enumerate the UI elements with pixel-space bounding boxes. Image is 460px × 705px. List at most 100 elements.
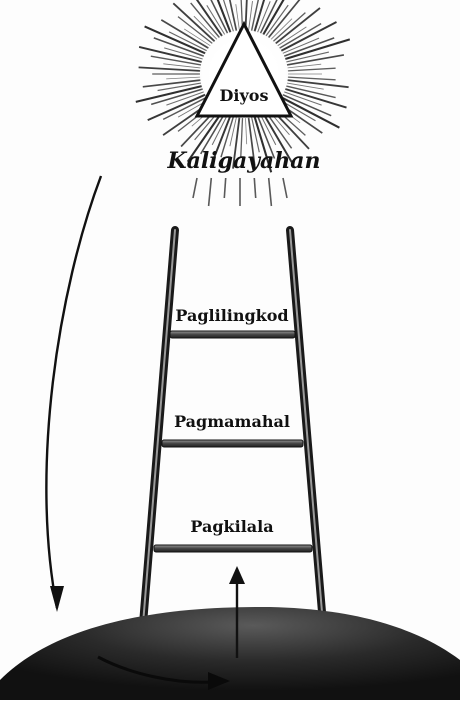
sunburst-ray	[229, 117, 237, 147]
sunburst-ray	[210, 0, 229, 34]
sunburst-ray	[157, 82, 202, 92]
sunburst-ray	[144, 25, 206, 55]
ladder-rung-top	[169, 330, 296, 339]
triangle-symbol	[194, 20, 294, 118]
sunburst-ray	[142, 79, 201, 88]
sunburst-ray	[259, 0, 278, 34]
sunburst-ray	[190, 2, 220, 38]
sunburst-ray	[279, 22, 322, 49]
sunburst-ray	[253, 0, 266, 32]
sunburst-ray	[270, 18, 293, 40]
sunburst-ray	[253, 116, 273, 173]
sunburst-ray	[245, 117, 248, 145]
sunburst-ray	[277, 26, 307, 47]
sunburst-ray	[287, 67, 336, 72]
sunburst-ray	[177, 16, 213, 44]
sunburst-ray	[153, 37, 205, 57]
sunburst-ray	[166, 91, 204, 106]
sunburst-ray	[138, 66, 201, 72]
sunburst-ray	[286, 54, 345, 66]
sunburst-ray	[250, 0, 259, 31]
sunburst-ray	[240, 0, 244, 31]
sunburst-ray	[265, 4, 289, 37]
ground-arrow-head	[208, 672, 230, 690]
sunburst-ray	[211, 114, 228, 146]
sunburst-ray	[150, 88, 203, 106]
rung-top-label: Paglilingkod	[175, 306, 288, 325]
sunburst-ray	[287, 63, 322, 69]
sunburst-ray	[164, 47, 203, 60]
sunburst-ray	[284, 38, 351, 60]
sunburst-ray	[168, 31, 207, 52]
ladder-rung-bottom	[153, 544, 313, 553]
sunburst-ray	[232, 117, 241, 169]
sunburst-ray	[280, 96, 340, 129]
rung-middle-label: Pagmamahal	[174, 412, 290, 431]
sunburst-ray	[287, 79, 349, 89]
sunburst-ray	[147, 93, 206, 121]
descending-arrow-head	[50, 586, 64, 612]
light-ray	[192, 177, 198, 199]
sunburst-ray	[206, 5, 226, 35]
sunburst-ray	[162, 96, 208, 121]
sunburst-ray	[280, 21, 337, 52]
sunburst-ray	[275, 7, 321, 45]
sunburst-ray	[209, 115, 232, 168]
ground-arrow	[97, 655, 213, 684]
sunburst-ray	[220, 116, 235, 158]
sunburst-ray	[183, 28, 211, 47]
sunburst-ray	[286, 85, 336, 99]
light-ray	[253, 177, 257, 199]
sunburst-ray	[160, 19, 209, 49]
sunburst-ray	[257, 1, 271, 33]
sunburst-ray	[286, 51, 330, 63]
sunburst-ray	[260, 114, 277, 146]
sunburst-ray	[282, 37, 320, 54]
upward-arrow-head	[229, 566, 245, 584]
sunburst-ray	[200, 113, 226, 155]
sunburst-ray	[163, 63, 201, 69]
sunburst-ray	[248, 1, 253, 31]
sunburst-ray	[172, 2, 216, 42]
sunburst-ray	[186, 111, 223, 163]
sunburst-ray	[287, 76, 336, 81]
sunburst-ray	[135, 85, 202, 103]
sunburst-ray	[265, 111, 293, 149]
sunburst-ray	[282, 93, 332, 117]
light-ray	[207, 177, 213, 207]
sunburst-ray	[251, 117, 260, 153]
light-ray	[223, 177, 227, 199]
sunburst-ray	[240, 117, 244, 157]
sunburst-ray	[283, 37, 335, 57]
earth-hill	[0, 606, 460, 700]
sunburst-ray	[222, 0, 234, 32]
rung-bottom-label: Pagkilala	[190, 517, 273, 536]
sunburst-ray	[284, 91, 322, 106]
sunburst-ray	[244, 0, 248, 31]
light-ray	[267, 177, 273, 207]
light-ray	[282, 177, 288, 199]
sunburst-ray	[235, 4, 240, 31]
apex-label: Diyos	[220, 86, 269, 105]
sunburst-ray	[228, 0, 238, 31]
sunburst-ray	[193, 15, 218, 40]
sunburst-ray	[216, 0, 232, 33]
sunburst-ray	[150, 55, 202, 66]
sunburst-ray	[286, 82, 324, 90]
ladder-rung-middle	[161, 439, 304, 448]
descending-arrow	[45, 175, 103, 609]
sunburst-ray	[195, 0, 223, 37]
sunburst-ray	[285, 88, 347, 109]
sunburst-ray	[247, 117, 256, 166]
happiness-label: Kaligayahan	[166, 148, 320, 174]
sunburst-ray	[138, 45, 202, 63]
sunburst-ray	[166, 76, 201, 80]
sunburst-ray	[272, 12, 306, 42]
sunburst-ray	[267, 0, 301, 39]
sunburst-rays	[135, 0, 351, 173]
light-rays-below	[192, 177, 288, 207]
sunburst-ray	[256, 115, 276, 159]
sunburst-ray	[262, 0, 285, 36]
